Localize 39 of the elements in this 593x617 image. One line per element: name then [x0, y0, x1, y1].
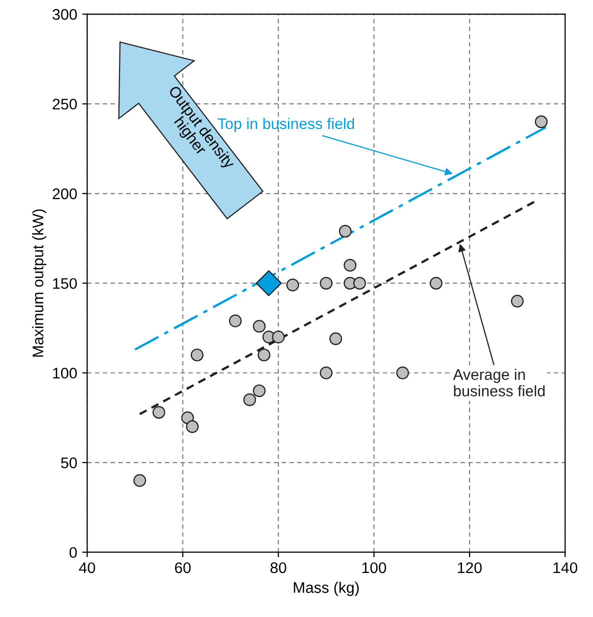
point — [152, 406, 166, 419]
point — [252, 320, 266, 333]
point — [186, 420, 199, 434]
y-tick-label: 300 — [52, 9, 77, 20]
point — [243, 393, 256, 406]
point — [353, 276, 366, 290]
point — [510, 294, 524, 308]
x-tick-label: 100 — [362, 562, 386, 574]
point — [228, 314, 242, 328]
x-tick-label: 140 — [554, 562, 578, 574]
y-tick-label: 250 — [52, 98, 77, 110]
point — [286, 278, 300, 292]
y-axis-title: Maximum output (kW) — [32, 209, 46, 357]
point — [181, 411, 194, 424]
point — [252, 384, 266, 398]
point — [258, 348, 270, 362]
point — [272, 330, 285, 344]
x-tick-label: 40 — [79, 562, 96, 574]
point — [320, 276, 333, 290]
point — [320, 366, 333, 380]
point — [396, 366, 409, 380]
y-tick-label: 100 — [53, 368, 77, 379]
x-axis-title: Mass (kg) — [294, 582, 359, 596]
y-tick-label: 50 — [61, 457, 77, 468]
y-tick-label: 150 — [53, 278, 77, 289]
point — [534, 115, 548, 128]
point — [430, 276, 442, 290]
point — [190, 348, 204, 362]
y-tick-label: 0 — [70, 547, 77, 558]
point — [338, 224, 352, 238]
point — [329, 332, 342, 346]
y-tick-label: 200 — [52, 188, 77, 200]
annotation: Average in business field — [453, 368, 545, 396]
point — [256, 270, 282, 296]
point — [133, 474, 146, 487]
x-tick-label: 120 — [458, 562, 482, 574]
point — [344, 258, 356, 272]
x-tick-label: 80 — [270, 562, 286, 574]
x-tick-label: 60 — [175, 562, 191, 574]
